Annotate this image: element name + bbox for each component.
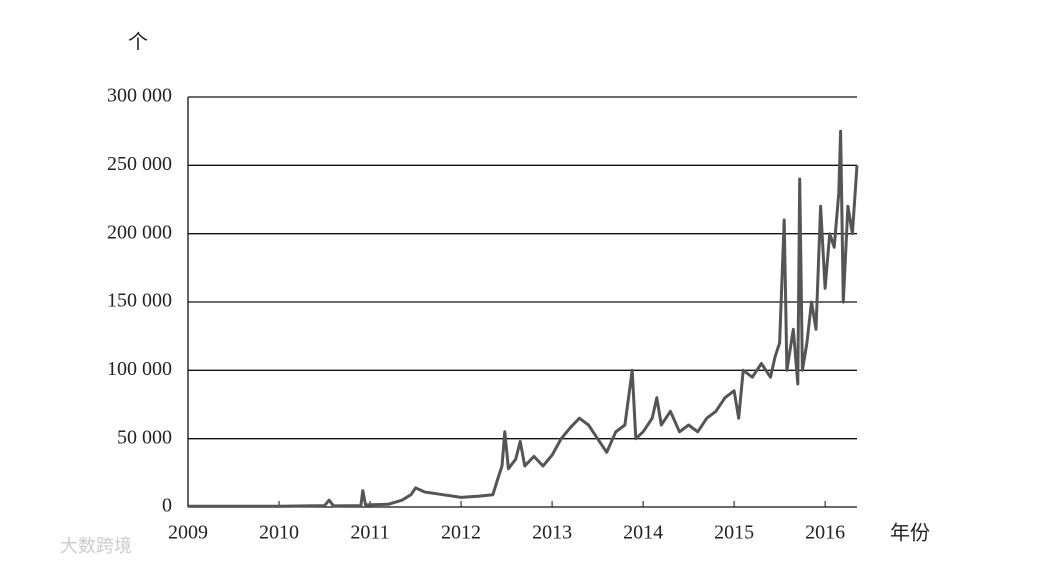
y-tick-label: 300 000: [107, 85, 172, 107]
x-tick-label: 2010: [259, 522, 299, 544]
y-tick-label: 100 000: [107, 358, 172, 380]
y-tick-label: 50 000: [117, 426, 172, 448]
x-axis-label: 年份: [890, 522, 930, 545]
x-tick-label: 2012: [441, 522, 481, 544]
x-tick-label: 2013: [532, 522, 572, 544]
x-tick-label: 2009: [168, 522, 208, 544]
x-tick-label: 2016: [805, 522, 845, 544]
y-tick-label: 150 000: [107, 290, 172, 312]
watermark: 大数跨境: [60, 536, 132, 557]
y-tick-label: 200 000: [107, 221, 172, 243]
y-tick-label: 0: [162, 495, 172, 517]
x-tick-label: 2014: [623, 522, 663, 544]
data-line: [188, 129, 859, 508]
x-tick-label: 2011: [350, 522, 389, 544]
y-tick-label: 250 000: [107, 153, 172, 175]
y-unit: 个: [128, 31, 148, 54]
x-tick-label: 2015: [714, 522, 754, 544]
